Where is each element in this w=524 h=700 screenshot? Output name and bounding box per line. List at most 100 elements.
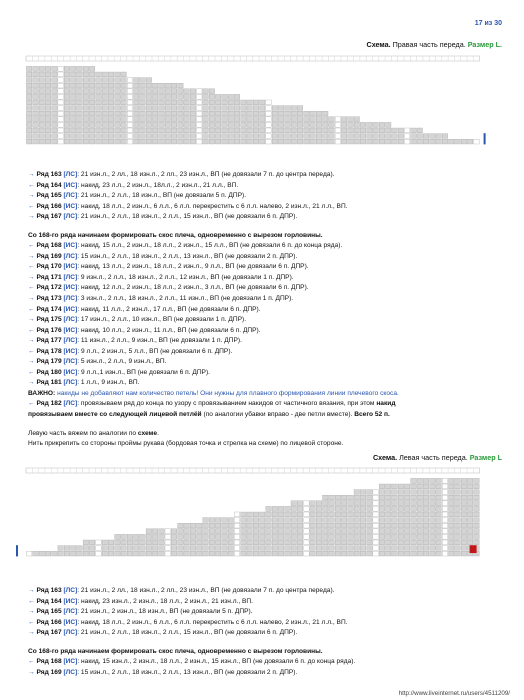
stitch-cell [95, 83, 102, 89]
stitch-cell [234, 105, 240, 111]
stitch-cell [334, 127, 341, 133]
stitch-cell [391, 506, 398, 512]
stitch-cell [246, 511, 253, 517]
stitch-cell [38, 127, 45, 133]
stitch-cell [334, 495, 341, 501]
stitch-cell [221, 139, 228, 145]
stitch-cell [404, 489, 411, 495]
stitch-cell [385, 127, 392, 133]
scheme-size: Размер L. [467, 40, 502, 49]
stitch-cell [429, 517, 436, 523]
stitch-cell [202, 116, 209, 122]
stitch-cell [221, 94, 228, 100]
stitch-cell [70, 88, 77, 94]
stitch-cell [404, 511, 411, 517]
stitch-cell [64, 133, 70, 139]
row-arrow: ← [28, 202, 35, 210]
stitch-cell [26, 116, 33, 122]
stitch-cell [101, 71, 108, 77]
stitch-cell [265, 551, 272, 557]
stitch-cell [120, 545, 127, 551]
stitch-cell [460, 534, 467, 540]
stitch-cell [410, 551, 417, 557]
stitch-cell [410, 483, 417, 489]
stitch-cell [120, 534, 127, 540]
row-arrow: ← [28, 326, 35, 334]
stitch-cell [171, 528, 177, 534]
stitch-cell [391, 517, 398, 523]
stitch-cell [278, 139, 285, 145]
stitch-cell [227, 139, 234, 145]
stitch-cell [442, 483, 448, 489]
stitch-cell [70, 99, 77, 105]
stitch-cell [139, 99, 146, 105]
stitch-cell [397, 127, 404, 133]
stitch-cell [227, 534, 234, 540]
stitch-cell [139, 133, 146, 139]
stitch-cell [64, 94, 70, 100]
stitch-cell [366, 500, 373, 506]
stitch-cell [139, 88, 146, 94]
row-text: : 9 л.л., 2 изн.л., 5 л.л., ВП (не довяз… [77, 347, 233, 355]
stitch-cell [309, 551, 316, 557]
row-arrow: → [28, 316, 35, 324]
stitch-cell [240, 523, 247, 529]
stitch-cell [316, 545, 322, 551]
stitch-cell [145, 99, 152, 105]
row-arrow: ← [28, 618, 35, 626]
stitch-cell [366, 551, 373, 557]
stitch-cell [95, 99, 102, 105]
stitch-cell [297, 111, 303, 117]
stitch-cell [95, 94, 102, 100]
stitch-cell [341, 139, 348, 145]
stitch-cell [467, 528, 474, 534]
row-text: : 5 изн.л., 2 л.л., 9 изн.л., ВП. [77, 358, 167, 366]
stitch-cell [385, 511, 392, 517]
stitch-cell [322, 500, 329, 506]
stitch-cell [423, 478, 429, 484]
stitch-cell [51, 127, 58, 133]
stitch-cell [127, 539, 133, 545]
stitch-cell [360, 500, 366, 506]
row-label: Ряд 163 [36, 587, 62, 594]
stitch-cell [316, 534, 322, 540]
stitch-cell [120, 99, 127, 105]
stitch-cell [366, 517, 373, 523]
stitch-cell [391, 500, 398, 506]
stitch-cell [442, 523, 448, 529]
stitch-cell [101, 111, 108, 117]
row-label: Ряд 169 [36, 668, 62, 676]
stitch-cell [51, 71, 58, 77]
stitch-cell [253, 116, 259, 122]
row-side: [ИС] [63, 618, 78, 626]
stitch-cell [391, 483, 398, 489]
stitch-cell [101, 545, 108, 551]
stitch-cell [70, 77, 77, 83]
stitch-cell [435, 483, 442, 489]
stitch-cell [366, 511, 373, 517]
stitch-cell [38, 83, 45, 89]
stitch-cell [265, 111, 272, 117]
row-side: [ЛС] [63, 358, 78, 366]
stitch-cell [416, 483, 423, 489]
stitch-cell [435, 511, 442, 517]
stitch-cell [328, 511, 335, 517]
stitch-cell [435, 545, 442, 551]
stitch-cell [391, 523, 398, 529]
stitch-cell [76, 133, 83, 139]
stitch-cell [57, 139, 64, 145]
stitch-cell [190, 528, 196, 534]
stitch-cell [316, 539, 322, 545]
row-text: : 9 изн.л., 2 л.л., 18 изн.л., 2 л.л., 1… [77, 273, 294, 281]
stitch-cell [454, 478, 461, 484]
stitch-cell [183, 127, 190, 133]
stitch-cell [265, 511, 272, 517]
stitch-cell [70, 116, 77, 122]
stitch-cell [114, 71, 121, 77]
stitch-cell [64, 139, 70, 145]
row-side: [ИС] [63, 284, 78, 292]
row-text: : 15 изн.л., 2 л.л., 18 изн.л., 2 л.л., … [77, 252, 298, 260]
stitch-cell [32, 139, 39, 145]
row-text: : накид, 10 л.л., 2 изн.л., 11 л.л., ВП … [77, 326, 261, 334]
stitch-cell [171, 539, 177, 545]
